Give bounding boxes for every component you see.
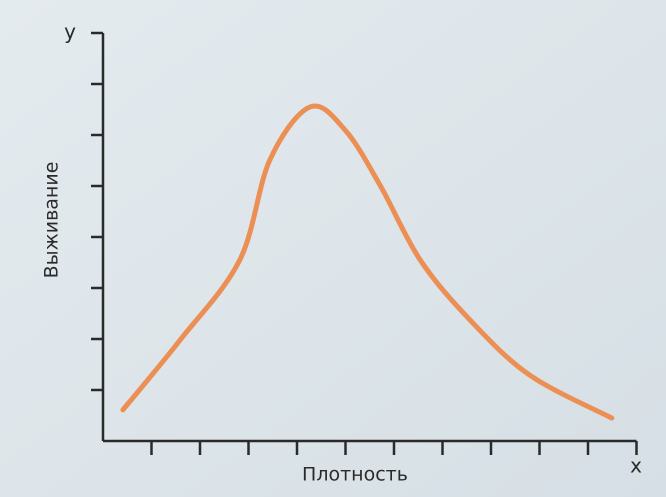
y-axis-label: Выживание bbox=[41, 162, 63, 279]
survival-curve bbox=[120, 103, 615, 421]
x-axis-label: Плотность bbox=[302, 464, 408, 486]
y-axis-symbol: у bbox=[64, 20, 76, 44]
x-axis-symbol: х bbox=[630, 454, 642, 478]
